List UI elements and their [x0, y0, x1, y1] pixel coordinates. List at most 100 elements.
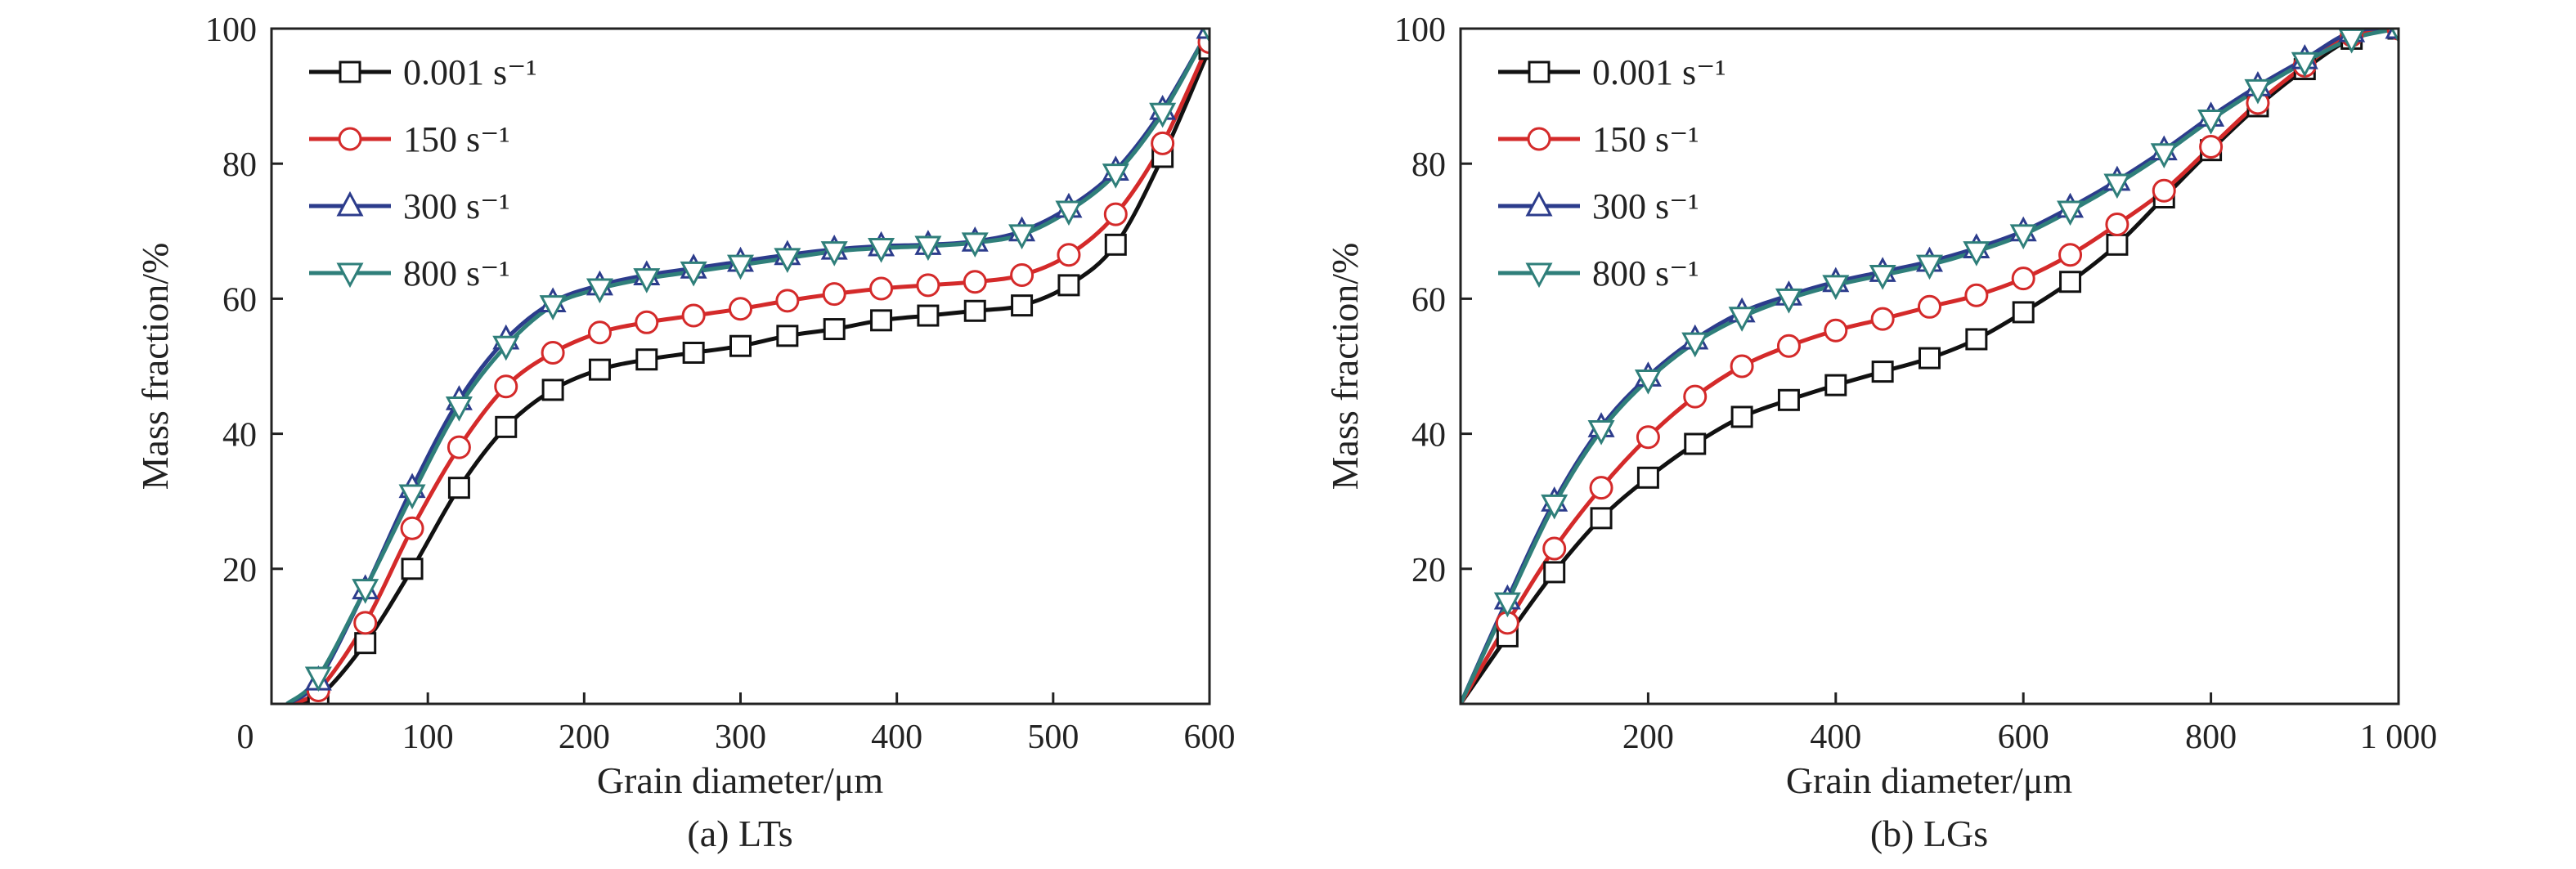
x-tick-label: 300: [715, 719, 766, 756]
data-point-series-1: [1918, 294, 1941, 319]
data-point-series-1: [1010, 262, 1034, 287]
data-point-series-3: [2150, 143, 2178, 168]
x-tick-label: 100: [402, 719, 454, 756]
legend-swatch-marker: [1528, 60, 1551, 83]
y-tick-label: 60: [1411, 281, 1446, 319]
data-point-series-1: [1151, 131, 1175, 155]
data-point-series-1: [1683, 384, 1708, 409]
y-tick-label: 100: [1394, 11, 1446, 49]
data-point-series-0: [963, 299, 986, 322]
data-point-series-0: [2012, 301, 2035, 324]
y-tick-label: 100: [205, 11, 257, 49]
data-point-series-3: [2244, 78, 2272, 105]
x-tick-label: 200: [559, 719, 610, 756]
data-point-series-3: [868, 237, 895, 263]
legend-swatch-marker: [1525, 190, 1553, 217]
legend-swatch-marker: [336, 190, 364, 217]
data-point-series-0: [635, 348, 658, 371]
x-origin-label-a: 0: [237, 719, 254, 756]
data-point-series-3: [1822, 275, 1850, 301]
data-point-series-1: [2058, 243, 2083, 267]
data-point-series-0: [1057, 274, 1080, 297]
y-tick-label: 20: [222, 552, 257, 589]
data-point-series-3: [2197, 110, 2225, 135]
y-tick-label: 40: [222, 417, 257, 455]
legend-b: 0.001 s⁻¹ 150 s⁻¹ 300 s⁻¹ 800 s⁻¹: [1498, 52, 1726, 293]
data-point-series-0: [1590, 507, 1613, 530]
data-point-series-1: [963, 270, 987, 294]
data-point-series-3: [1634, 370, 1662, 395]
data-point-series-1: [541, 340, 565, 365]
data-point-series-3: [820, 241, 848, 267]
data-point-series-1: [1730, 354, 1754, 379]
data-point-series-0: [1965, 328, 1988, 351]
data-point-series-3: [2009, 224, 2037, 250]
data-point-series-1: [1542, 536, 1567, 561]
data-point-series-0: [917, 304, 940, 327]
x-tick-label: 200: [1622, 719, 1674, 756]
data-point-series-0: [401, 558, 424, 580]
data-point-series-1: [729, 297, 752, 321]
data-point-series-1: [775, 289, 800, 313]
data-point-series-0: [2106, 233, 2129, 256]
plot-area-a: [285, 29, 1209, 704]
data-point-series-0: [2059, 271, 2082, 293]
legend-entry-label: 300 s⁻¹: [403, 186, 510, 226]
data-point-series-0: [1011, 294, 1034, 317]
x-tick-label: 400: [1810, 719, 1861, 756]
legend-entry-label: 800 s⁻¹: [1592, 253, 1699, 293]
data-point-series-1: [822, 282, 846, 307]
data-point-series-3: [2390, 29, 2399, 44]
data-point-series-1: [353, 611, 378, 635]
data-point-series-3: [1055, 200, 1083, 226]
x-tick-label: 1 000: [2360, 719, 2438, 756]
y-ticks-b: 20 40 60 80 100: [1394, 11, 1472, 589]
data-point-series-3: [914, 235, 942, 262]
legend-swatch-marker: [1527, 127, 1551, 151]
x-tick-label: 600: [1184, 719, 1236, 756]
data-point-series-3: [445, 396, 473, 422]
data-point-series-1: [635, 310, 659, 334]
data-point-series-3: [961, 232, 989, 258]
data-point-series-1: [1057, 243, 1081, 267]
data-point-series-0: [495, 415, 518, 438]
plot-area-b: [1461, 29, 2399, 704]
legend-entry-label: 0.001 s⁻¹: [1592, 52, 1726, 92]
data-point-series-0: [541, 379, 564, 401]
x-tick-label: 600: [1998, 719, 2049, 756]
data-point-series-3: [1587, 419, 1615, 446]
data-point-series-3: [726, 254, 755, 280]
chart-panel-b: 200 400 600 800 1 000 20 40 60 80 100 Grain diam…: [1324, 11, 2437, 854]
chart-panel-a: 100 200 300 400 500 600 20 40 60 80 100 Grain dia…: [134, 11, 1236, 854]
x-ticks-b: 200 400 600 800 1 000: [1622, 692, 2437, 756]
y-tick-label: 80: [1411, 146, 1446, 184]
x-tick-label: 800: [2185, 719, 2237, 756]
legend-entry-label: 800 s⁻¹: [403, 253, 510, 293]
data-point-series-1: [2152, 178, 2176, 203]
legend-swatch-marker: [1525, 262, 1553, 289]
legend-swatch-marker: [339, 60, 361, 83]
data-point-series-3: [1149, 102, 1177, 128]
data-point-series-1: [1636, 425, 1660, 450]
y-axis-label-b: Mass fraction/%: [1324, 243, 1366, 490]
data-point-series-0: [1871, 361, 1894, 383]
data-point-series-3: [2057, 200, 2085, 226]
data-point-series-1: [1589, 476, 1613, 500]
data-point-series-3: [680, 261, 707, 287]
data-point-series-0: [776, 325, 799, 347]
data-point-series-3: [774, 248, 801, 274]
data-point-series-1: [447, 435, 471, 459]
data-point-series-0: [729, 334, 752, 357]
legend-swatch-marker: [338, 127, 362, 151]
legend-entry-label: 150 s⁻¹: [403, 119, 510, 159]
data-point-series-0: [447, 477, 470, 499]
x-axis-label-b: Grain diameter/μm: [1786, 759, 2073, 801]
data-point-series-1: [1964, 283, 1989, 307]
y-axis-label-a: Mass fraction/%: [134, 243, 176, 490]
data-point-series-1: [2199, 135, 2224, 159]
legend-swatch-marker: [336, 262, 364, 289]
x-axis-label-a: Grain diameter/μm: [597, 759, 884, 801]
data-point-series-1: [1103, 202, 1128, 226]
data-point-series-1: [494, 374, 518, 399]
data-point-series-3: [1963, 241, 1990, 267]
